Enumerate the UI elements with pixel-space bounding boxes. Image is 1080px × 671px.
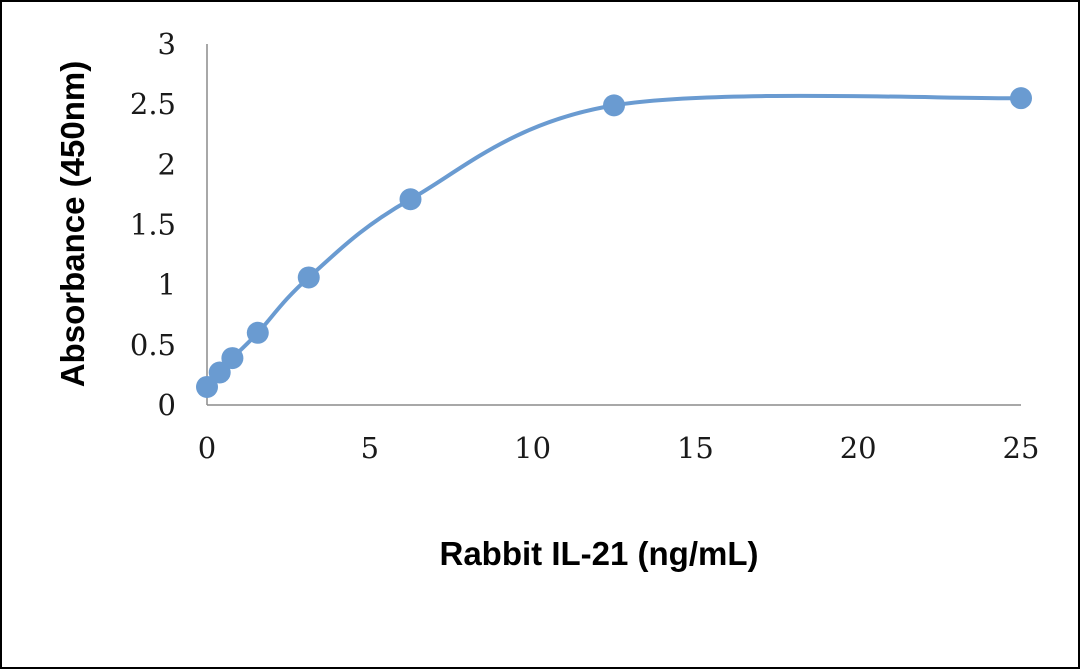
x-axis-title: Rabbit IL-21 (ng/mL) [440, 535, 759, 572]
data-point-marker [221, 347, 244, 370]
data-point-marker [246, 321, 269, 344]
y-tick-label: 3 [158, 27, 176, 61]
y-axis-title: Absorbance (450nm) [54, 61, 91, 387]
data-point-marker [297, 266, 320, 289]
x-tick-label: 10 [514, 431, 551, 465]
x-tick-labels: 0 5 10 15 20 25 [198, 431, 1040, 465]
data-points [196, 87, 1032, 398]
y-tick-label: 0.5 [130, 328, 176, 362]
y-tick-label: 1 [158, 268, 176, 302]
x-tick-label: 0 [198, 431, 216, 465]
series-curve [205, 93, 1023, 389]
data-point-marker [603, 94, 625, 117]
data-point-marker [208, 361, 231, 384]
y-tick-label: 2 [158, 147, 176, 181]
y-tick-labels: 0 0.5 1 1.5 2 2.5 3 [130, 27, 176, 422]
x-tick-label: 15 [677, 431, 714, 465]
y-tick-label: 0 [158, 388, 176, 422]
data-point-marker [399, 188, 422, 211]
x-tick-label: 5 [361, 431, 379, 465]
data-point-marker [196, 375, 218, 398]
y-tick-label: 1.5 [130, 208, 176, 242]
data-point-marker [1010, 87, 1032, 110]
x-tick-label: 25 [1003, 431, 1040, 465]
x-tick-label: 20 [840, 431, 877, 465]
y-tick-label: 2.5 [130, 87, 176, 121]
